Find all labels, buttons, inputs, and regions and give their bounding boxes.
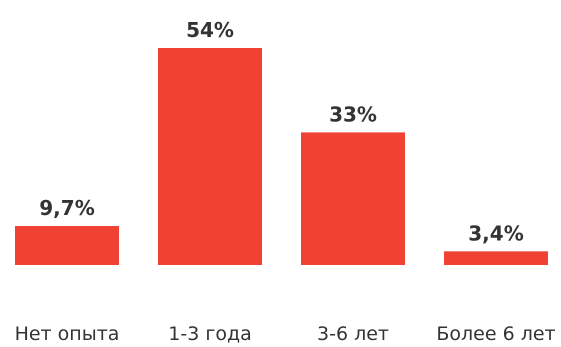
category-labels-group: Нет опыта 1-3 года 3-6 лет Более 6 лет xyxy=(15,323,556,345)
bar-4 xyxy=(444,251,548,265)
category-label-1: Нет опыта xyxy=(15,323,120,345)
value-label-1: 9,7% xyxy=(39,196,94,220)
bar-2 xyxy=(158,48,262,265)
value-labels-group: 9,7% 54% 33% 3,4% xyxy=(39,18,523,245)
bars-group xyxy=(15,48,548,265)
bar-1 xyxy=(15,226,119,265)
value-label-2: 54% xyxy=(186,18,234,42)
bar-3 xyxy=(301,132,405,265)
category-label-4: Более 6 лет xyxy=(436,323,555,345)
category-label-2: 1-3 года xyxy=(168,323,251,345)
value-label-3: 33% xyxy=(329,102,377,126)
category-label-3: 3-6 лет xyxy=(317,323,389,345)
value-label-4: 3,4% xyxy=(468,221,523,245)
